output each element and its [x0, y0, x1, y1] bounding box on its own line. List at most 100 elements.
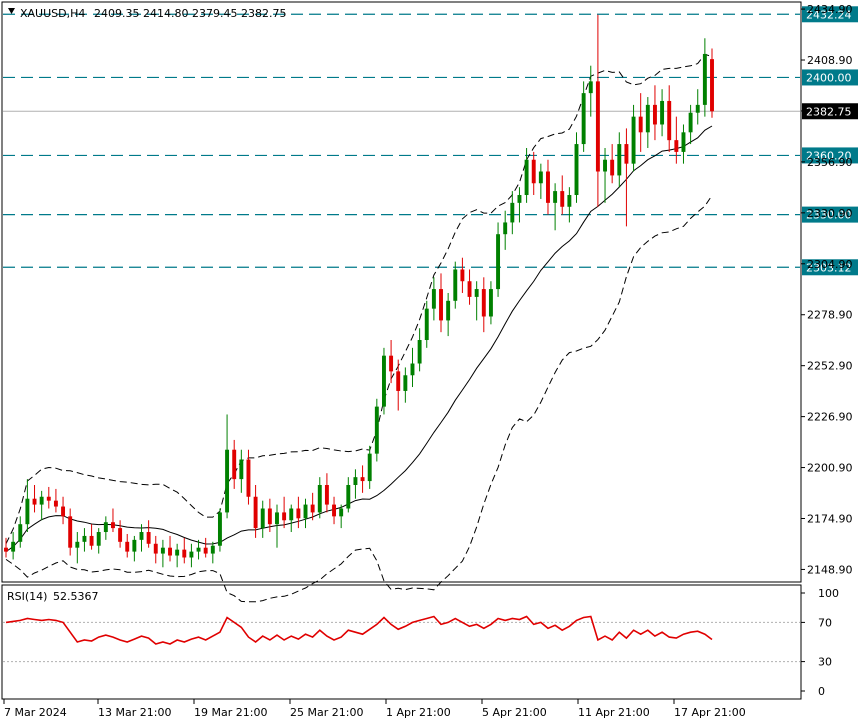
level-tag-label: 2330.00 [806, 209, 852, 222]
candle-body [581, 93, 586, 145]
candle-body [125, 541, 130, 552]
candle-body [139, 532, 144, 540]
candle-body [275, 512, 279, 525]
candle-body [481, 289, 486, 317]
rsi-line [5, 615, 713, 645]
candle-body [431, 289, 436, 309]
candle-body [695, 104, 700, 113]
candle-body [467, 281, 472, 297]
candle-body [453, 269, 458, 301]
candle-body [424, 308, 429, 341]
candle-body [253, 496, 258, 529]
level-tag [802, 69, 858, 86]
candle-body [660, 100, 665, 125]
time-tick-label: 13 Mar 21:00 [98, 706, 171, 719]
bollinger-middle-band [5, 125, 713, 553]
candle-body [324, 484, 329, 505]
level-tag [802, 206, 858, 223]
candle-body [103, 522, 108, 533]
candle-body [638, 116, 643, 133]
candle-body [303, 504, 308, 519]
candle-body [702, 53, 707, 105]
price-tick-label: 2304.90 [807, 258, 853, 271]
candle-body [96, 532, 101, 546]
candle-body [317, 484, 322, 513]
candle-body [210, 545, 215, 554]
candle-body [474, 289, 479, 297]
price-tick-label: 2200.90 [807, 462, 853, 475]
candle-body [25, 498, 30, 525]
time-tick-label: 7 Mar 2024 [4, 706, 67, 719]
candle-body [296, 508, 301, 519]
candle-body [588, 81, 593, 94]
price-tick-label: 2148.90 [807, 563, 853, 576]
price-tick-label: 2252.90 [807, 360, 853, 373]
candle-body [18, 524, 23, 542]
price-tick-label: 2434.90 [807, 3, 853, 16]
candle-body [82, 535, 87, 542]
candle-body [310, 504, 315, 513]
candle-body [4, 547, 8, 552]
candle-body [168, 547, 172, 556]
rsi-indicator: 100 70 30 0 [3, 587, 839, 698]
candle-body [439, 289, 443, 321]
price-tick-label: 2330.90 [807, 207, 853, 220]
candle-body [132, 539, 137, 552]
ohlc-values: 2409.35 2414.80 2379.45 2382.75 [94, 7, 286, 20]
rsi-label: RSI(14) [7, 590, 47, 603]
level-tag-label: 2360.20 [806, 149, 852, 162]
level-tag-label: 2432.24 [806, 8, 852, 21]
candle-body [560, 191, 565, 207]
price-tick-label: 2408.90 [807, 54, 853, 67]
collapse-arrow-icon[interactable] [8, 8, 15, 14]
rsi-value: 52.5367 [53, 590, 99, 603]
candle-body [631, 116, 636, 164]
level-tag [802, 147, 858, 164]
candle-body [53, 500, 58, 507]
rsi-tick-label: 0 [818, 685, 825, 698]
candle-body [118, 528, 123, 542]
candle-body [389, 355, 394, 372]
rsi-tick-label: 100 [818, 587, 839, 600]
candle-body [246, 459, 251, 497]
candle-body [617, 144, 622, 176]
candle-body [681, 132, 686, 152]
candle-body [403, 375, 408, 391]
candle-body [289, 508, 294, 521]
candle-body [417, 340, 422, 364]
bollinger-upper-band [5, 53, 713, 545]
candle-body [339, 508, 344, 517]
candle-body [531, 159, 536, 184]
candle-body [89, 535, 94, 546]
candle-body [396, 371, 401, 391]
price-axis: 2434.902408.902382.902356.902330.902304.… [801, 3, 858, 576]
level-tag-label: 2303.12 [806, 261, 852, 274]
candle-body [217, 512, 222, 546]
candle-body [595, 81, 600, 172]
symbol-label: XAUUSD,H4 [20, 7, 85, 20]
time-tick-label: 19 Mar 21:00 [194, 706, 267, 719]
candle-body [146, 532, 151, 544]
candle-body [189, 551, 194, 558]
candle-body [496, 234, 501, 290]
current-price-tag [802, 103, 858, 120]
price-tick-label: 2174.90 [807, 512, 853, 525]
candle-body [367, 453, 372, 482]
candle-body [538, 171, 543, 184]
time-tick-label: 11 Apr 21:00 [578, 706, 650, 719]
bollinger-lower-band [5, 195, 713, 603]
level-tag-label: 2400.00 [806, 71, 852, 84]
candle-body [710, 59, 714, 112]
candle-body [360, 477, 365, 482]
rsi-tick-label: 70 [818, 616, 832, 629]
candle-body [517, 195, 522, 203]
candle-body [546, 171, 550, 203]
candle-body [239, 459, 244, 480]
horizontal-levels: 2432.24 2400.00 2360.20 2330.00 2303.12 [3, 6, 858, 276]
candle-body [39, 496, 44, 505]
candle-body [567, 195, 572, 207]
candle-body [203, 547, 208, 554]
price-panel-frame [1, 1, 802, 583]
candle-body [111, 522, 115, 529]
